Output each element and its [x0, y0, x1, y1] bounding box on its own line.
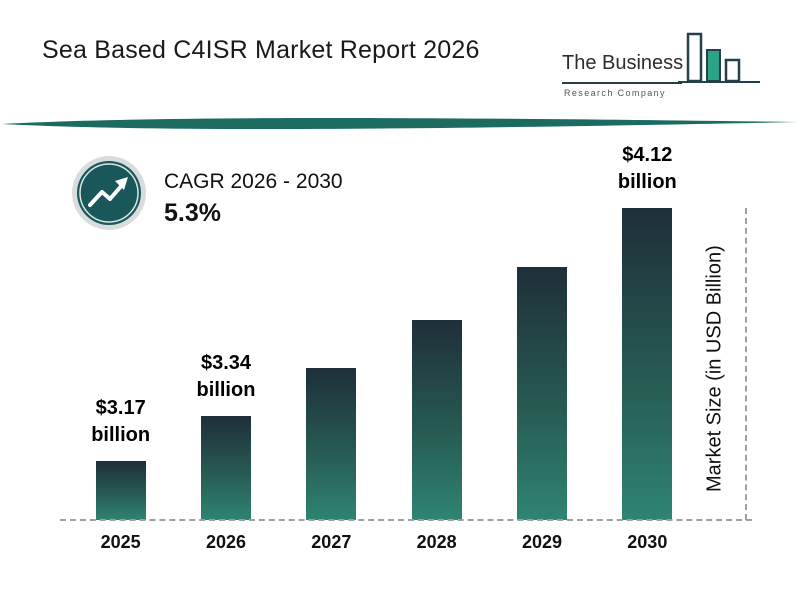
x-tick-2030: 2030	[627, 532, 668, 552]
cagr-trend-icon	[72, 156, 146, 230]
bar-2029	[517, 267, 567, 520]
bar-value-label-2025: $3.17 billion	[91, 397, 151, 446]
cagr-value: 5.3%	[164, 199, 221, 227]
page-title: Sea Based C4ISR Market Report 2026	[42, 36, 480, 64]
logo-name: The Business	[562, 52, 684, 74]
x-tick-2026: 2026	[205, 532, 247, 552]
logo-rule	[562, 82, 682, 84]
bar-chart: $3.17 billion $3.34 billion $4.12 billion 202…	[68, 128, 700, 560]
x-axis: 2025 2026 2027 2028 2029 2030	[68, 520, 700, 553]
x-tick-2028: 2028	[416, 532, 457, 552]
cagr-label: CAGR 2026 - 2030	[164, 170, 343, 193]
logo-subtitle: Research Company	[564, 88, 666, 98]
x-tick-2027: 2027	[311, 532, 352, 552]
right-dashed-line	[745, 208, 747, 520]
x-tick-2025: 2025	[100, 532, 141, 552]
bar-2030	[622, 208, 673, 520]
bar-2025	[95, 461, 146, 520]
header-divider	[2, 118, 798, 130]
logo-bars-icon	[678, 32, 760, 83]
bar-2028	[411, 320, 462, 520]
plot-area: $3.17 billion $3.34 billion $4.12 billion	[68, 128, 700, 520]
chart-baseline	[60, 519, 752, 521]
company-logo: The Business Research Company	[556, 26, 766, 110]
bar-2027	[306, 368, 357, 520]
bar-value-label-2026: $3.34 billion	[196, 352, 256, 401]
bar-value-label-2030: $4.12 billion	[617, 144, 677, 193]
y-axis-label: Market Size (in USD Billion)	[703, 245, 726, 493]
bar-2026	[201, 416, 251, 520]
x-tick-2029: 2029	[521, 532, 562, 552]
